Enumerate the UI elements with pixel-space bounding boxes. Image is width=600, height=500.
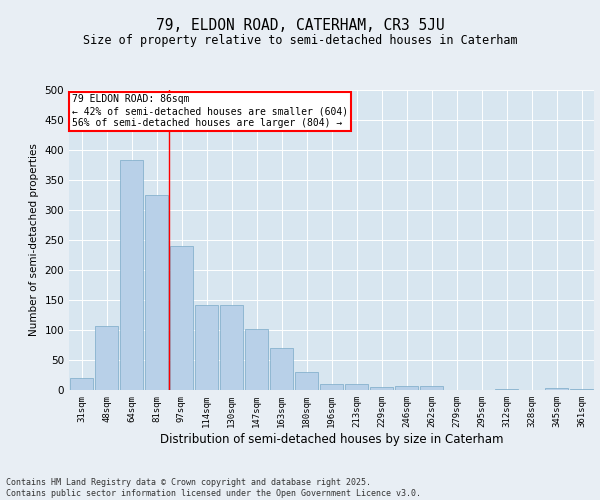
Bar: [145, 195, 168, 390]
Bar: [245, 329, 268, 390]
Bar: [420, 386, 443, 390]
Text: 79, ELDON ROAD, CATERHAM, CR3 5JU: 79, ELDON ROAD, CATERHAM, CR3 5JU: [155, 18, 445, 32]
Bar: [395, 386, 418, 390]
Bar: [195, 305, 218, 390]
Text: 79 ELDON ROAD: 86sqm
← 42% of semi-detached houses are smaller (604)
56% of semi: 79 ELDON ROAD: 86sqm ← 42% of semi-detac…: [71, 94, 348, 128]
Bar: [345, 384, 368, 390]
Bar: [70, 378, 93, 390]
X-axis label: Distribution of semi-detached houses by size in Caterham: Distribution of semi-detached houses by …: [160, 432, 503, 446]
Text: Contains HM Land Registry data © Crown copyright and database right 2025.
Contai: Contains HM Land Registry data © Crown c…: [6, 478, 421, 498]
Bar: [170, 246, 193, 390]
Bar: [570, 389, 593, 390]
Bar: [370, 387, 393, 390]
Y-axis label: Number of semi-detached properties: Number of semi-detached properties: [29, 144, 39, 336]
Bar: [220, 305, 243, 390]
Text: Size of property relative to semi-detached houses in Caterham: Size of property relative to semi-detach…: [83, 34, 517, 47]
Bar: [295, 372, 318, 390]
Bar: [545, 388, 568, 390]
Bar: [320, 384, 343, 390]
Bar: [270, 348, 293, 390]
Bar: [120, 160, 143, 390]
Bar: [95, 326, 118, 390]
